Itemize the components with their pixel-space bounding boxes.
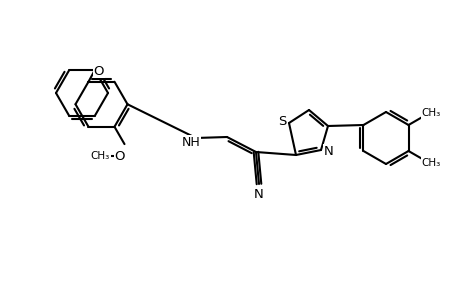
Text: N: N bbox=[324, 145, 333, 158]
Text: O: O bbox=[93, 64, 104, 78]
Text: CH₃: CH₃ bbox=[91, 151, 110, 161]
Text: CH₃: CH₃ bbox=[420, 108, 440, 118]
Text: N: N bbox=[253, 188, 263, 200]
Text: S: S bbox=[277, 115, 285, 128]
Text: CH₃: CH₃ bbox=[420, 158, 440, 168]
Text: NH: NH bbox=[181, 136, 200, 148]
Text: O: O bbox=[114, 150, 124, 163]
